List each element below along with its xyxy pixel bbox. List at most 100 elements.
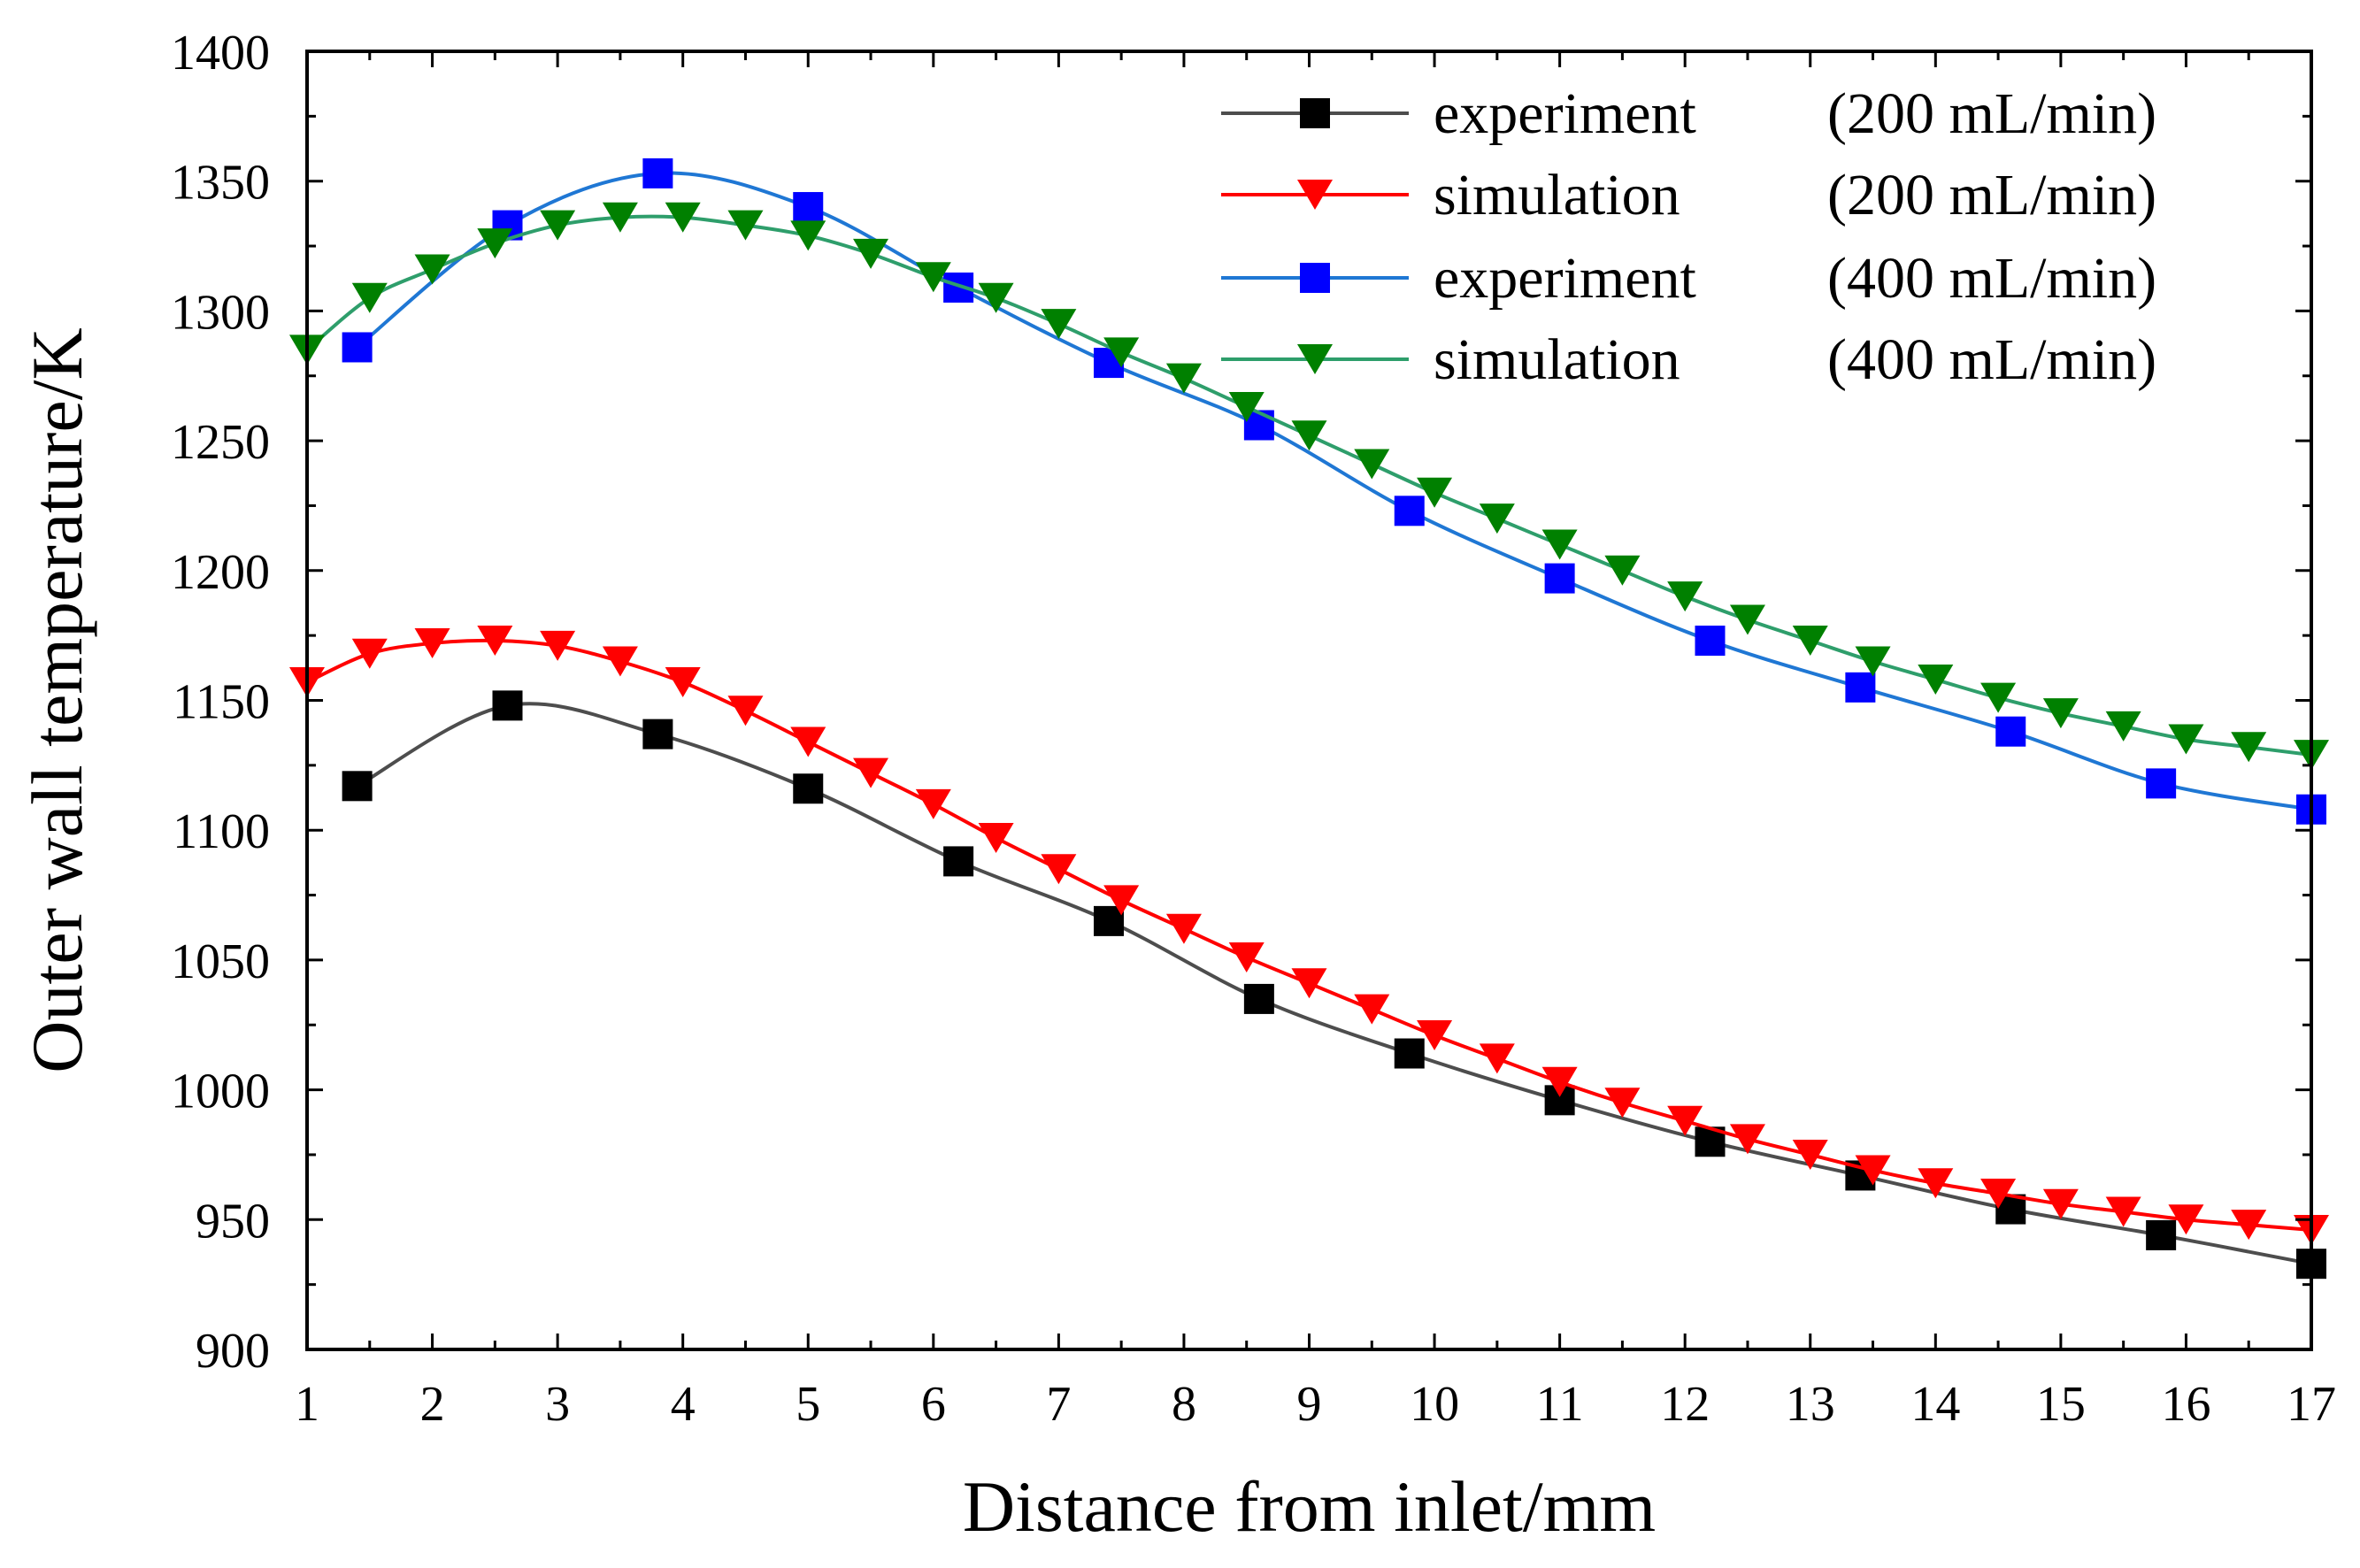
x-tick-label: 10 (1410, 1377, 1459, 1432)
data-point (642, 158, 673, 188)
data-point (1243, 983, 1274, 1014)
legend-rate: (200 mL/min) (1827, 81, 2156, 146)
data-point (1729, 604, 1765, 635)
series-2 (289, 626, 2329, 1246)
legend-label: simulation (1434, 327, 1680, 392)
x-tick-label: 16 (2161, 1377, 2210, 1432)
data-point (414, 627, 450, 658)
y-tick-label: 950 (196, 1194, 270, 1249)
y-tick-label: 1400 (171, 26, 270, 81)
data-point (1541, 1066, 1578, 1097)
x-tick-label: 6 (921, 1377, 946, 1432)
data-point (1291, 420, 1327, 451)
data-point (1417, 477, 1453, 508)
legend-rate: (400 mL/min) (1827, 327, 2156, 392)
data-point (853, 757, 889, 788)
data-point (943, 846, 974, 877)
data-point (1417, 1019, 1453, 1050)
data-point (342, 332, 373, 363)
data-point (342, 771, 373, 802)
data-point (793, 192, 824, 223)
x-tick-label: 5 (796, 1377, 820, 1432)
y-tick-label: 1100 (173, 804, 270, 859)
data-point (540, 630, 576, 661)
series-layer (289, 158, 2329, 1280)
x-tick-label: 1 (295, 1377, 319, 1432)
data-point (790, 220, 826, 251)
data-point (2146, 768, 2177, 799)
legend-label: simulation (1434, 163, 1680, 227)
data-point (1291, 968, 1327, 999)
series-line (356, 702, 2312, 1266)
legend-marker (1300, 263, 1330, 293)
data-point (1103, 337, 1140, 368)
legend-marker (1297, 180, 1333, 210)
legend-item: simulation (400 mL/min) (1221, 327, 2156, 392)
data-point (1041, 309, 1077, 340)
data-point (1394, 1038, 1425, 1069)
data-point (1980, 1178, 2017, 1209)
x-tick-label: 17 (2287, 1377, 2336, 1432)
x-tick-label: 7 (1046, 1377, 1071, 1432)
data-point (665, 666, 701, 697)
data-point (1354, 994, 1390, 1025)
data-point (1980, 682, 2017, 713)
x-tick-label: 3 (545, 1377, 570, 1432)
data-point (1855, 646, 1891, 677)
data-point (1995, 716, 2026, 747)
data-point (602, 646, 638, 677)
data-point (642, 719, 673, 749)
data-point (1855, 1155, 1891, 1186)
x-tick-label: 8 (1172, 1377, 1196, 1432)
data-point (2105, 711, 2141, 742)
y-tick-label: 1300 (171, 285, 270, 340)
data-point (2042, 698, 2079, 729)
data-point (477, 626, 513, 657)
data-point (540, 210, 576, 241)
legend-marker (1297, 344, 1333, 374)
data-point (1354, 449, 1390, 480)
legend: experiment (200 mL/min) simulation (200 mL/… (1221, 81, 2156, 392)
data-point (1544, 563, 1575, 594)
data-point (1667, 581, 1703, 612)
y-tick-label: 1050 (171, 934, 270, 989)
y-tick-label: 1200 (171, 545, 270, 600)
data-point (1845, 672, 1876, 703)
data-point (665, 202, 701, 233)
legend-label: experiment (1434, 246, 1696, 311)
x-tick-label: 14 (1910, 1377, 1960, 1432)
data-point (915, 262, 951, 293)
legend-label: experiment (1434, 81, 1696, 146)
data-point (1792, 1139, 1828, 1170)
data-point (1479, 503, 1515, 534)
x-tick-label: 4 (671, 1377, 696, 1432)
data-point (1918, 665, 1954, 696)
x-tick-label: 11 (1536, 1377, 1584, 1432)
data-point (1695, 626, 1726, 657)
data-point (414, 254, 450, 285)
data-point (1667, 1105, 1703, 1136)
data-point (1479, 1043, 1515, 1074)
data-point (477, 228, 513, 259)
data-point (1729, 1124, 1765, 1155)
y-tick-label: 1150 (173, 675, 270, 730)
data-point (1918, 1168, 1954, 1199)
x-tick-label: 2 (420, 1377, 445, 1432)
x-tick-label: 13 (1786, 1377, 1835, 1432)
x-tick-label: 15 (2036, 1377, 2086, 1432)
x-tick-label: 9 (1297, 1377, 1322, 1432)
legend-item: experiment (400 mL/min) (1221, 246, 2156, 311)
data-point (978, 823, 1014, 854)
data-point (1792, 626, 1828, 657)
data-point (1165, 913, 1202, 944)
series-4 (289, 202, 2329, 771)
data-point (1103, 885, 1140, 916)
data-point (1604, 1088, 1641, 1118)
data-point (351, 638, 388, 669)
data-point (2146, 1219, 2177, 1250)
data-point (1228, 942, 1265, 972)
data-point (790, 726, 826, 757)
data-point (1604, 555, 1641, 586)
data-point (1541, 529, 1578, 560)
series-1 (342, 690, 2326, 1280)
